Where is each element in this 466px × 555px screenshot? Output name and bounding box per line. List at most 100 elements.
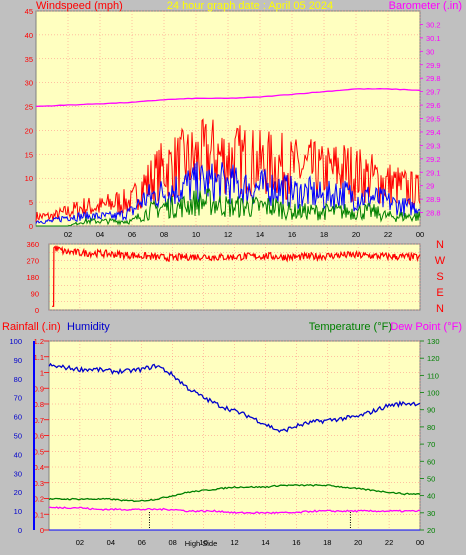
humidity-series	[48, 362, 421, 531]
humidity-x-tick: 12	[230, 538, 238, 547]
humidity-x-tick: 22	[385, 538, 393, 547]
rain-y-tick: 0.2	[34, 495, 44, 504]
barometer-y-tick: 29.7	[426, 88, 441, 97]
rainfall-label: Rainfall (.in)	[2, 321, 61, 333]
wind-x-tick: 20	[352, 230, 360, 239]
direction-grid	[49, 243, 421, 311]
rain-y-tick: 0.5	[34, 447, 44, 456]
humidity-x-tick: 10	[199, 538, 207, 547]
rain-y-tick: 0.1	[34, 510, 44, 519]
rain-y-tick: 0.7	[34, 416, 44, 425]
wind-series	[35, 88, 421, 227]
rain-y-tick: 0.3	[34, 479, 44, 488]
windspeed-low-line	[36, 187, 421, 227]
compass-label: N	[436, 303, 444, 315]
high-side-label: High Side	[185, 539, 218, 548]
temp-y-tick: 130	[427, 337, 440, 346]
direction-y-tick: 0	[35, 306, 39, 315]
barometer-y-tick: 29.2	[426, 155, 441, 164]
humidity-label: Humidity	[67, 321, 110, 333]
compass-label: W	[435, 255, 446, 267]
wind-y-tick: 40	[25, 31, 33, 40]
humidity-y-tick: 80	[14, 375, 22, 384]
wind-x-tick: 08	[160, 230, 168, 239]
barometer-y-tick: 29.1	[426, 168, 441, 177]
barometer-y-tick: 29.3	[426, 141, 441, 150]
direction-y-tick: 90	[31, 290, 39, 299]
wind-y-tick: 5	[29, 198, 33, 207]
humidity-y-tick: 40	[14, 450, 22, 459]
barometer-y-tick: 29.6	[426, 101, 441, 110]
windspeed-avg-line	[35, 161, 421, 224]
rain-y-tick: 0.9	[34, 384, 44, 393]
humidity-x-tick: 18	[323, 538, 331, 547]
rain-y-tick: 0.6	[34, 432, 44, 441]
temp-y-tick: 20	[427, 526, 435, 535]
wind-x-tick: 16	[288, 230, 296, 239]
barometer-y-tick: 29.8	[426, 74, 441, 83]
temp-y-tick: 110	[427, 371, 439, 380]
humidity-x-tick: 08	[168, 538, 176, 547]
humidity-y-tick: 50	[14, 432, 22, 441]
humidity-y-tick: 60	[14, 413, 22, 422]
dewpoint-label: Dew Point (°F)	[390, 321, 462, 333]
wind-y-tick: 35	[25, 55, 33, 64]
wind-x-tick: 14	[256, 230, 264, 239]
humidity-x-tick: 06	[138, 538, 146, 547]
temperature-label: Temperature (°F)	[309, 321, 392, 333]
humidity-y-tick: 0	[18, 526, 22, 535]
wind-y-tick: 15	[25, 150, 33, 159]
humidity-x-tick: 02	[76, 538, 84, 547]
rain-y-tick: 1.2	[34, 337, 44, 346]
rain-y-tick: 1	[40, 369, 44, 378]
temp-y-tick: 120	[427, 354, 440, 363]
windspeed-label: Windspeed (mph)	[36, 0, 123, 12]
wind-x-tick: 18	[320, 230, 328, 239]
humidity-x-tick: 00	[416, 538, 424, 547]
wind-barometer-plot-area	[35, 10, 421, 227]
barometer-y-tick: 29	[426, 182, 434, 191]
wind-x-tick: 04	[96, 230, 104, 239]
rain-y-tick: 0	[40, 526, 44, 535]
wind-x-tick: 06	[128, 230, 136, 239]
humidity-y-tick: 90	[14, 356, 22, 365]
wind-y-tick: 45	[25, 7, 33, 16]
humidity-ticks: 010203040506070809010000.10.20.30.40.50.…	[9, 337, 439, 547]
humidity-line	[48, 362, 421, 433]
temp-y-tick: 80	[427, 423, 435, 432]
wind-x-tick: 10	[192, 230, 200, 239]
wind-y-tick: 25	[25, 103, 33, 112]
temp-y-tick: 60	[427, 457, 435, 466]
wind-y-tick: 0	[29, 222, 33, 231]
wind-x-tick: 22	[384, 230, 392, 239]
compass-label: E	[436, 287, 443, 299]
dewpoint-line	[48, 506, 420, 515]
humidity-y-tick: 30	[14, 469, 22, 478]
temp-y-tick: 90	[427, 406, 435, 415]
temp-y-tick: 40	[427, 492, 435, 501]
barometer-y-tick: 30.2	[426, 20, 441, 29]
rain-y-tick: 1.1	[34, 353, 44, 362]
humidity-x-tick: 14	[261, 538, 269, 547]
rain-y-tick: 0.8	[34, 400, 44, 409]
wind-x-tick: 02	[64, 230, 72, 239]
temp-y-tick: 30	[427, 509, 435, 518]
humidity-x-tick: 16	[292, 538, 300, 547]
barometer-label: Barometer (.in)	[389, 0, 462, 12]
temperature-line	[48, 484, 421, 503]
direction-y-tick: 180	[26, 273, 39, 282]
temp-y-tick: 70	[427, 440, 435, 449]
barometer-y-tick: 30	[426, 47, 434, 56]
wind-y-tick: 30	[25, 79, 33, 88]
humidity-y-tick: 10	[14, 507, 22, 516]
humidity-y-tick: 70	[14, 394, 22, 403]
graph-title: 24 hour graph date : April 05 2024	[167, 0, 333, 12]
wind-x-tick: 00	[416, 230, 424, 239]
barometer-y-tick: 28.9	[426, 195, 441, 204]
wind-y-tick: 10	[25, 174, 33, 183]
barometer-y-tick: 29.5	[426, 115, 441, 124]
direction-y-tick: 270	[26, 257, 39, 266]
